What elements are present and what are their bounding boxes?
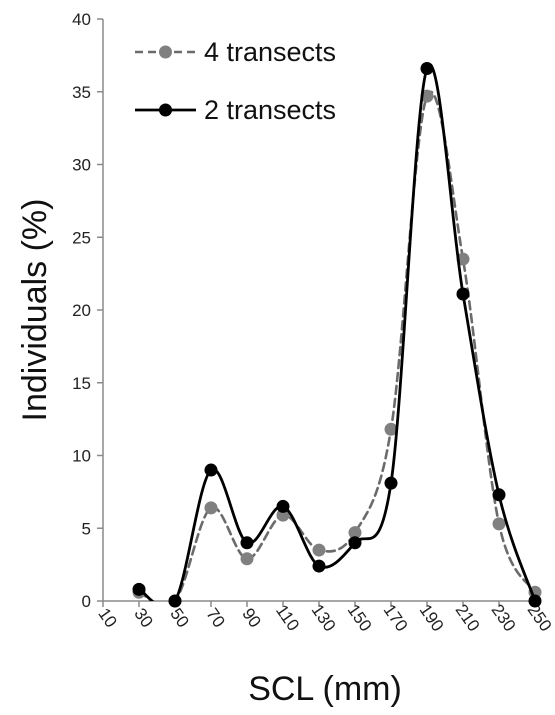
data-point (240, 552, 254, 566)
data-point (348, 526, 362, 540)
legend-item: 2 transects (135, 95, 336, 125)
x-tick-label: 90 (238, 605, 264, 631)
data-point (456, 287, 470, 301)
series-line (137, 90, 537, 601)
legend-swatch-marker (159, 103, 172, 117)
x-tick-label: 210 (452, 601, 484, 635)
y-axis-title: Individuals (%) (16, 199, 54, 422)
y-tick-label: 20 (72, 301, 91, 320)
series-line (137, 63, 537, 601)
data-point (384, 476, 398, 490)
x-tick-label: 170 (380, 601, 412, 635)
data-point (240, 536, 254, 550)
x-tick-label: 130 (308, 601, 340, 635)
x-tick-label: 230 (488, 601, 520, 635)
data-point (528, 594, 542, 608)
y-tick-label: 40 (72, 10, 91, 29)
x-tick-label: 10 (94, 605, 120, 631)
y-tick-label: 10 (72, 447, 91, 466)
data-point (420, 61, 434, 75)
legend-label: 4 transects (204, 37, 336, 67)
data-point (492, 488, 506, 502)
y-tick-label: 35 (72, 83, 91, 102)
x-tick-label: 250 (524, 601, 555, 635)
y-tick-label: 0 (82, 592, 91, 611)
legend-item: 4 transects (135, 37, 336, 67)
y-tick-label: 30 (72, 156, 91, 175)
x-tick-label: 30 (130, 605, 156, 631)
x-tick-label: 150 (344, 601, 376, 635)
y-tick-label: 15 (72, 374, 91, 393)
y-tick-label: 25 (72, 228, 91, 247)
legend-label: 2 transects (204, 95, 336, 125)
data-point (492, 517, 506, 531)
x-axis-title: SCL (mm) (248, 670, 402, 708)
plot-area (132, 61, 542, 608)
data-point (168, 594, 182, 608)
data-point (348, 536, 362, 550)
data-point (132, 582, 146, 596)
y-tick-label: 5 (82, 519, 91, 538)
x-tick-label: 70 (202, 605, 228, 631)
data-point (312, 543, 326, 557)
x-tick-label: 50 (166, 605, 192, 631)
data-point (204, 463, 218, 477)
data-point (312, 559, 326, 573)
x-tick-label: 190 (416, 601, 448, 635)
data-point (384, 422, 398, 436)
series-2 (132, 61, 542, 608)
legend: 4 transects 2 transects (135, 37, 336, 125)
legend-swatch-marker (159, 45, 172, 59)
data-point (276, 499, 290, 513)
data-point (204, 501, 218, 515)
x-tick-label: 110 (272, 601, 303, 634)
